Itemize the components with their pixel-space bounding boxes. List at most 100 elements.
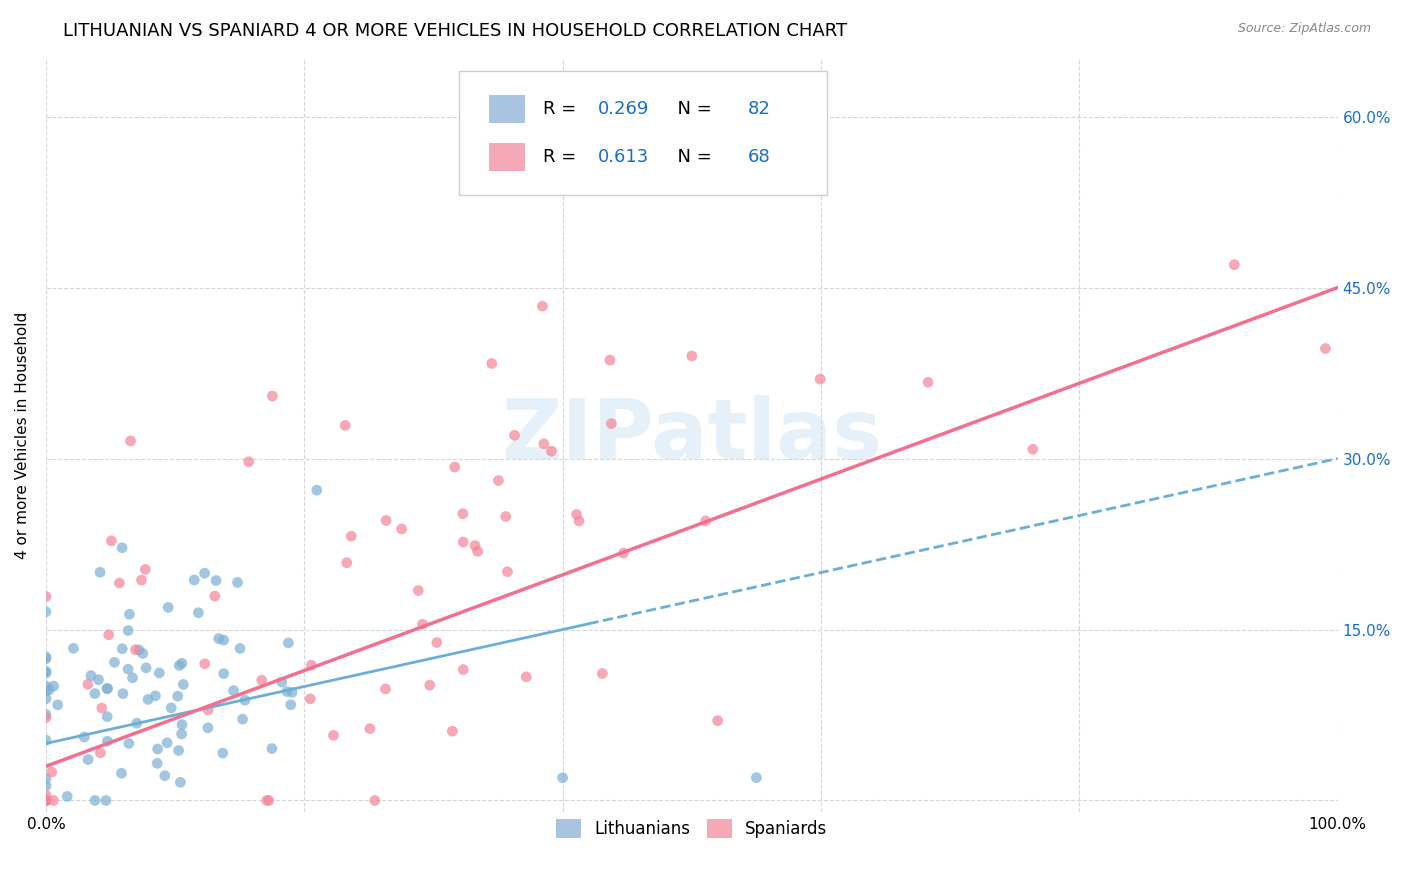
Point — [364, 793, 387, 807]
Point — [212, 666, 235, 681]
Point — [146, 756, 169, 771]
Text: 82: 82 — [748, 100, 770, 118]
Point — [515, 670, 537, 684]
Point — [77, 752, 100, 766]
Point — [495, 509, 517, 524]
Point — [35, 772, 58, 786]
Point — [169, 775, 191, 789]
Point — [118, 607, 141, 622]
Point — [35, 793, 58, 807]
Point — [1223, 258, 1246, 272]
Point — [128, 643, 150, 657]
FancyBboxPatch shape — [460, 70, 827, 195]
Point — [153, 769, 176, 783]
Point — [391, 522, 413, 536]
Point — [406, 583, 429, 598]
Point — [481, 356, 503, 370]
Point — [35, 605, 58, 619]
Point — [305, 483, 328, 498]
Point — [97, 681, 120, 696]
Point — [35, 733, 58, 747]
Point — [187, 606, 209, 620]
Point — [276, 684, 298, 698]
Point — [35, 652, 58, 666]
Text: 0.613: 0.613 — [598, 148, 648, 166]
Point — [299, 658, 322, 673]
Point — [226, 575, 249, 590]
Point — [467, 544, 489, 558]
Point — [695, 514, 717, 528]
Point — [46, 698, 69, 712]
Point — [87, 673, 110, 687]
Point — [131, 573, 153, 587]
Point — [120, 434, 142, 448]
Point — [211, 746, 233, 760]
Point — [540, 444, 562, 458]
Point — [412, 617, 434, 632]
Point — [281, 685, 304, 699]
Point — [335, 418, 357, 433]
Text: 68: 68 — [748, 148, 770, 166]
Point — [38, 682, 60, 697]
Point — [681, 349, 703, 363]
Point — [533, 437, 555, 451]
Point — [1315, 342, 1337, 356]
Point — [464, 539, 486, 553]
Point — [89, 566, 111, 580]
Point — [205, 574, 228, 588]
Point — [229, 641, 252, 656]
Point — [94, 793, 117, 807]
Y-axis label: 4 or more Vehicles in Household: 4 or more Vehicles in Household — [15, 312, 30, 559]
Point — [121, 671, 143, 685]
Point — [62, 641, 84, 656]
Point — [35, 650, 58, 665]
Point — [73, 730, 96, 744]
Point — [208, 632, 231, 646]
Point — [197, 703, 219, 717]
Point — [257, 793, 280, 807]
Point — [503, 428, 526, 442]
Point — [212, 633, 235, 648]
Point — [89, 746, 111, 760]
Point — [526, 178, 548, 192]
Point — [156, 736, 179, 750]
Point — [35, 683, 58, 698]
Point — [280, 698, 302, 712]
Point — [35, 666, 58, 681]
Point — [299, 691, 322, 706]
Point — [277, 636, 299, 650]
Point — [486, 474, 509, 488]
Point — [96, 734, 118, 748]
Point — [551, 771, 574, 785]
Point — [591, 666, 613, 681]
Point — [167, 658, 190, 673]
Point — [96, 709, 118, 723]
Point — [111, 687, 134, 701]
Text: N =: N = — [666, 100, 717, 118]
Point — [451, 535, 474, 549]
Point — [745, 771, 768, 785]
Point — [222, 683, 245, 698]
Point — [917, 376, 939, 390]
Point — [170, 717, 193, 731]
Point — [167, 743, 190, 757]
Point — [84, 793, 107, 807]
Point — [238, 455, 260, 469]
Point — [565, 508, 588, 522]
Point — [419, 678, 441, 692]
Point — [359, 722, 381, 736]
Point — [97, 628, 120, 642]
Point — [100, 533, 122, 548]
Point — [233, 693, 256, 707]
Point — [111, 541, 134, 555]
Point — [194, 657, 217, 671]
Point — [531, 299, 554, 313]
Point — [166, 689, 188, 703]
Text: 0.269: 0.269 — [598, 100, 650, 118]
Point — [42, 793, 65, 807]
Point — [1022, 442, 1045, 457]
Text: ZIPatlas: ZIPatlas — [502, 395, 883, 476]
Point — [451, 663, 474, 677]
Point — [250, 673, 273, 688]
Point — [110, 766, 132, 780]
